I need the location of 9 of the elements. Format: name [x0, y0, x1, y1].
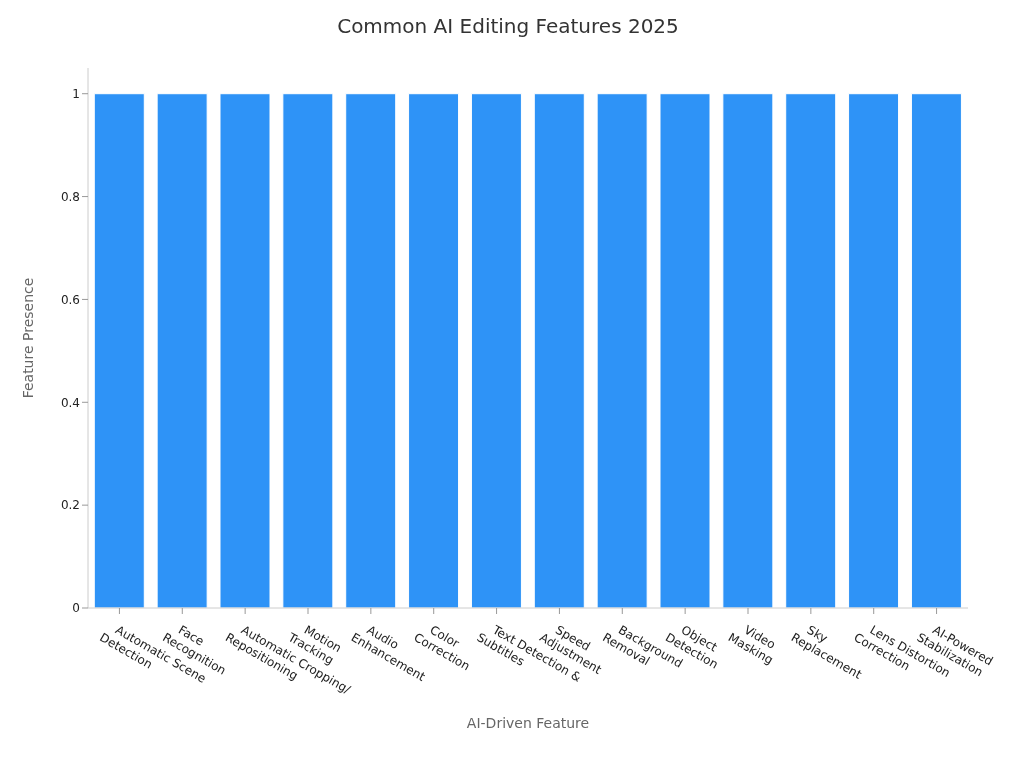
- y-tick-label: 0: [72, 601, 80, 616]
- y-tick-label: 1: [72, 86, 80, 101]
- y-axis-title: Feature Presence: [19, 277, 36, 399]
- y-tick-label: 0.6: [60, 292, 80, 307]
- y-tick-label: 0.2: [60, 498, 80, 513]
- y-tick-label: 0.4: [60, 395, 80, 410]
- x-axis-title: AI-Driven Feature: [466, 715, 590, 731]
- chart-title: Common AI Editing Features 2025: [336, 14, 680, 38]
- y-tick-label: 0.8: [60, 189, 80, 204]
